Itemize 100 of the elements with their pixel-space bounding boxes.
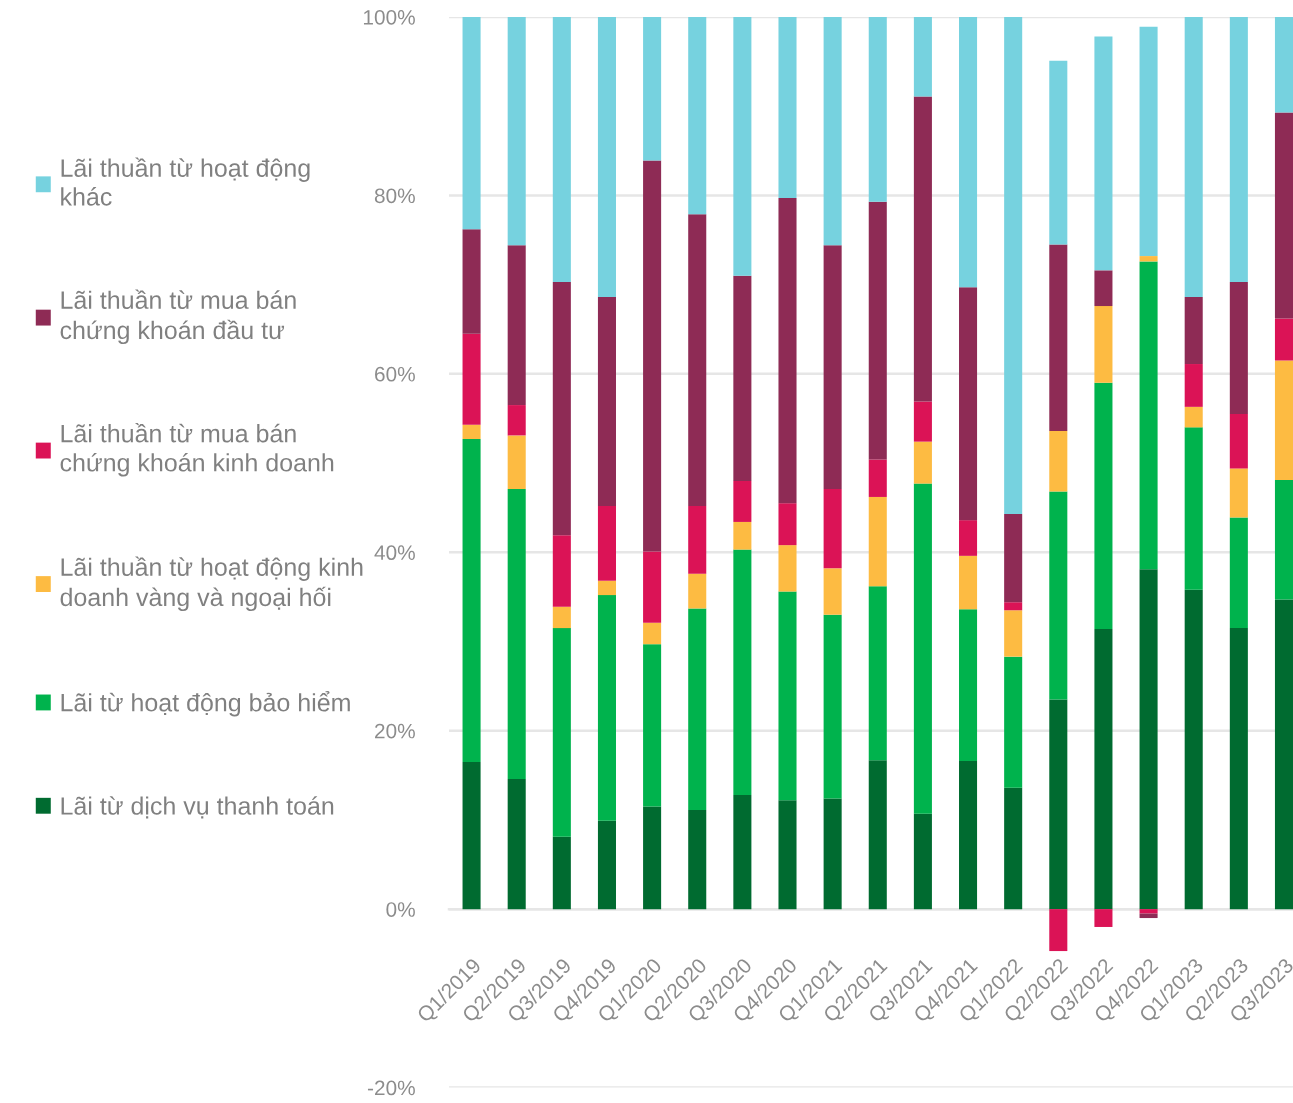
bar xyxy=(462,424,481,439)
bar xyxy=(823,798,842,910)
bar xyxy=(552,606,571,629)
bar xyxy=(552,16,571,282)
bar xyxy=(643,806,662,910)
bar xyxy=(1049,430,1068,492)
bar xyxy=(462,333,481,425)
bar xyxy=(597,820,616,910)
bar xyxy=(1094,36,1113,271)
bar xyxy=(1274,16,1293,113)
bar xyxy=(778,800,797,910)
bar xyxy=(913,483,932,814)
bar xyxy=(1004,16,1023,514)
bar xyxy=(552,836,571,910)
bar xyxy=(778,545,797,592)
bar xyxy=(1139,909,1158,914)
bar xyxy=(1274,480,1293,600)
bar xyxy=(688,214,707,506)
bar xyxy=(1229,468,1248,518)
bar xyxy=(688,573,707,609)
bar xyxy=(1229,413,1248,469)
y-tick-label: 40% xyxy=(374,545,415,561)
bar xyxy=(913,96,932,402)
bar xyxy=(1004,787,1023,910)
bar xyxy=(1049,909,1068,952)
bar xyxy=(959,555,978,610)
bar xyxy=(823,245,842,489)
bar xyxy=(1094,306,1113,383)
bar xyxy=(1274,318,1293,361)
bar xyxy=(688,16,707,215)
bar xyxy=(959,287,978,521)
y-tick-label: 80% xyxy=(374,188,415,204)
bar xyxy=(597,580,616,596)
bar xyxy=(643,551,662,623)
bar xyxy=(462,761,481,910)
bar xyxy=(462,16,481,230)
bar xyxy=(1229,517,1248,629)
bar xyxy=(1049,699,1068,910)
legend-label: Lãi thuần từ hoạt động khác xyxy=(61,157,310,206)
bar xyxy=(507,16,526,246)
bar xyxy=(597,16,616,298)
bar xyxy=(959,16,978,288)
bar xyxy=(1004,610,1023,657)
bar xyxy=(913,813,932,910)
legend-label: Lãi thuần từ mua bán chứng khoán đầu tư xyxy=(60,289,296,345)
bar xyxy=(868,586,887,761)
bar xyxy=(733,794,752,910)
y-tick-label: 0% xyxy=(386,902,415,917)
bar xyxy=(823,614,842,799)
bar xyxy=(1229,281,1248,414)
bar xyxy=(733,521,752,550)
bar xyxy=(868,16,887,202)
bar xyxy=(1094,382,1113,629)
bar xyxy=(913,441,932,484)
bar xyxy=(959,761,978,910)
bar xyxy=(733,549,752,795)
bar xyxy=(1139,261,1158,570)
bar xyxy=(597,297,616,506)
legend-label: Lãi thuần từ mua bán chứng khoán kinh doanh xyxy=(60,423,334,477)
bar xyxy=(507,435,526,489)
bar xyxy=(868,459,887,497)
y-tick-label: 60% xyxy=(375,366,415,382)
bar xyxy=(1094,270,1113,307)
bar xyxy=(1229,628,1248,910)
bar xyxy=(1049,244,1068,431)
bar xyxy=(507,245,526,406)
bar xyxy=(643,16,662,161)
bar xyxy=(597,595,616,821)
bar xyxy=(959,609,978,762)
bar xyxy=(868,201,887,460)
y-tick-label: 20% xyxy=(375,723,415,739)
bar xyxy=(913,401,932,442)
bar xyxy=(688,608,707,811)
bar xyxy=(1094,629,1113,910)
legend-label: Lãi thuần từ hoạt động kinh doanh vàng và ngoại hối xyxy=(60,556,363,612)
bar xyxy=(1049,491,1068,700)
bar xyxy=(552,281,571,536)
bar xyxy=(1184,427,1203,590)
bar xyxy=(1184,16,1203,298)
bar xyxy=(688,810,707,910)
bar xyxy=(1274,599,1293,910)
bar xyxy=(1274,360,1293,481)
bar xyxy=(1139,26,1158,257)
bar xyxy=(643,644,662,807)
bar xyxy=(1229,16,1248,282)
bar xyxy=(1094,909,1113,927)
bar xyxy=(1184,297,1203,365)
bar xyxy=(643,622,662,645)
bar xyxy=(959,520,978,556)
bar xyxy=(462,229,481,334)
bar xyxy=(1184,406,1203,428)
bar xyxy=(1004,656,1023,788)
bar xyxy=(733,16,752,276)
bar xyxy=(1004,513,1023,603)
bar xyxy=(1139,256,1158,262)
bar xyxy=(913,16,932,97)
bar xyxy=(507,405,526,436)
bar xyxy=(778,591,797,801)
bar xyxy=(597,505,616,581)
bar xyxy=(462,438,481,762)
